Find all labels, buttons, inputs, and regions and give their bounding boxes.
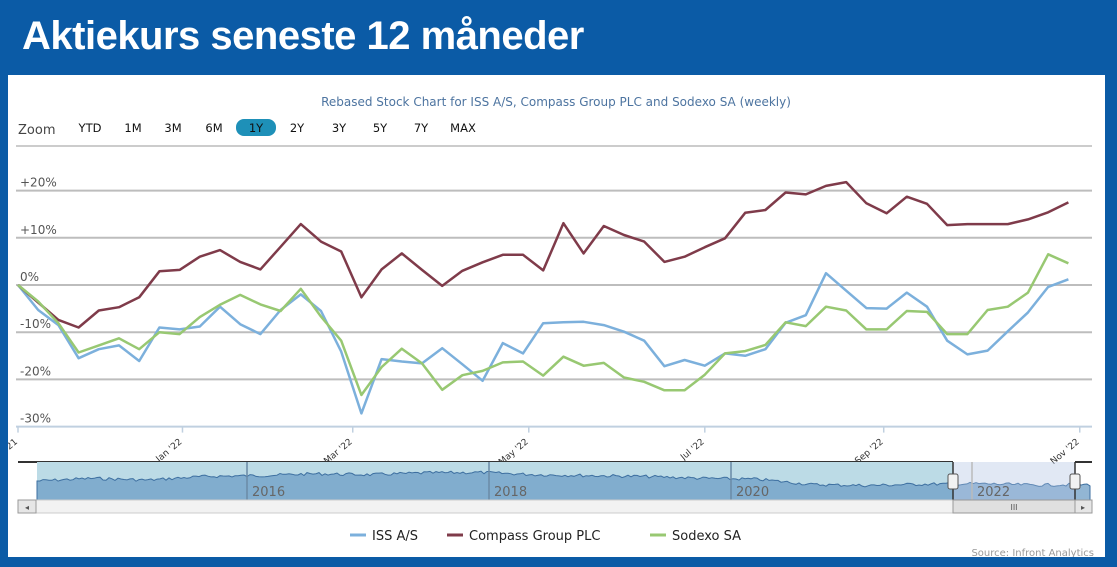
navigator-handle[interactable] [947,473,959,490]
navigator-year-label: 2022 [977,485,1010,500]
navigator-series-area [36,470,1091,501]
y-tick-label: 0% [20,270,39,284]
zoom-label: Zoom [18,123,55,138]
zoom-button-5y[interactable]: 5Y [373,121,388,135]
arrow-right-icon: ▸ [1081,503,1085,512]
zoom-button-max[interactable]: MAX [450,121,476,135]
zoom-button-1m[interactable]: 1M [124,121,141,135]
zoom-button-6m[interactable]: 6M [205,121,222,135]
legend-item-0[interactable]: ISS A/S [372,529,418,544]
legend-item-2[interactable]: Sodexo SA [672,529,741,544]
y-tick-label: -30% [20,412,51,426]
navigator-year-label: 2016 [252,485,285,500]
x-tick-label: Jul '22 [678,437,706,463]
y-tick-label: -10% [20,317,51,331]
zoom-button-7y[interactable]: 7Y [414,121,429,135]
arrow-left-icon: ◂ [25,503,29,512]
zoom-button-ytd[interactable]: YTD [78,121,102,135]
navigator-selected-range[interactable] [953,462,1075,500]
series-line-2 [17,253,1069,397]
y-tick-label: +10% [20,223,57,237]
y-tick-label: -20% [20,364,51,378]
grip-icon: III [1010,503,1017,512]
navigator-year-label: 2018 [494,485,527,500]
scrollbar-track[interactable] [17,499,1093,514]
page-title: Aktiekurs seneste 12 måneder [22,14,584,58]
zoom-button-3y[interactable]: 3Y [332,121,347,135]
chart-panel: Rebased Stock Chart for ISS A/S, Compass… [8,75,1105,557]
navigator-handle[interactable] [1069,473,1081,490]
source-label: Source: Infront Analytics [971,548,1094,557]
stock-chart: Rebased Stock Chart for ISS A/S, Compass… [8,95,1094,557]
series-line-1 [17,180,1069,329]
y-tick-label: +20% [20,176,57,190]
navigator-year-label: 2020 [736,485,769,500]
series-line-0 [17,271,1069,415]
zoom-button-1y[interactable]: 1Y [249,121,264,135]
zoom-button-2y[interactable]: 2Y [290,121,305,135]
zoom-button-1y-bg[interactable] [236,119,276,136]
scroll-right-button[interactable] [1074,499,1093,514]
legend-item-1[interactable]: Compass Group PLC [469,529,600,544]
scroll-left-button[interactable] [17,499,37,514]
chart-title: Rebased Stock Chart for ISS A/S, Compass… [321,95,791,109]
zoom-button-3m[interactable]: 3M [164,121,181,135]
